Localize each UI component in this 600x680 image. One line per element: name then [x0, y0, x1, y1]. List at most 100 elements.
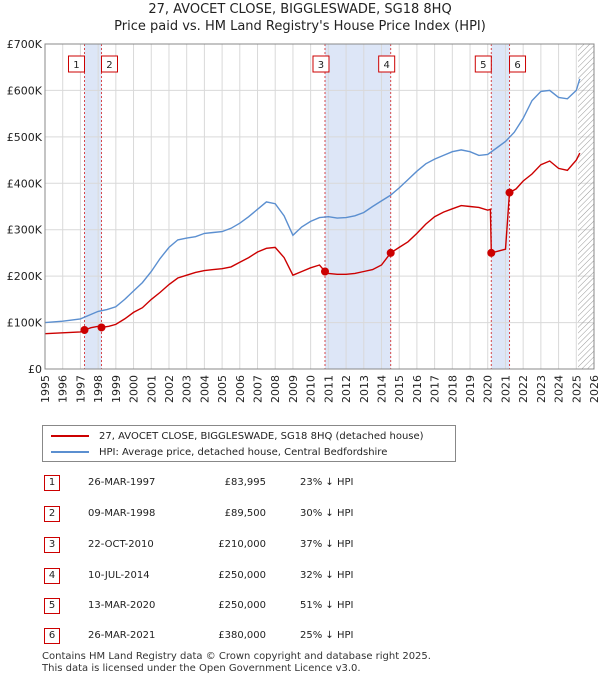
x-tick-label: 1998 — [92, 375, 105, 403]
x-tick-label: 2021 — [499, 375, 512, 403]
sale-band — [491, 44, 510, 369]
x-tick-label: 2006 — [234, 375, 247, 403]
x-tick-label: 2010 — [305, 375, 318, 403]
sale-label-box: 6 — [509, 55, 527, 73]
y-tick-label: £0 — [28, 363, 42, 376]
sale-price: £250,000 — [218, 570, 266, 581]
x-tick-label: 1997 — [74, 375, 87, 403]
x-tick-label: 1995 — [39, 375, 52, 403]
sale-price: £250,000 — [218, 600, 266, 611]
sale-row: 6 26-MAR-2021 £380,000 25% ↓ HPI — [0, 626, 600, 646]
x-tick-label: 2005 — [216, 375, 229, 403]
x-tick-label: 2012 — [340, 375, 353, 403]
x-tick-label: 1999 — [110, 375, 123, 403]
sale-date: 10-JUL-2014 — [88, 570, 150, 581]
x-tick-label: 2015 — [393, 375, 406, 403]
x-tick-label: 2013 — [358, 375, 371, 403]
sale-label-number: 2 — [106, 60, 112, 71]
sale-number-badge: 1 — [44, 475, 60, 491]
sale-label-box: 3 — [312, 55, 330, 73]
sale-row: 4 10-JUL-2014 £250,000 32% ↓ HPI — [0, 566, 600, 586]
plot-frame — [44, 43, 595, 370]
sale-point — [386, 248, 395, 257]
legend-swatch-hpi — [51, 451, 89, 453]
sale-date: 26-MAR-1997 — [88, 477, 156, 488]
x-tick-label: 2026 — [588, 375, 600, 403]
legend-label-property: 27, AVOCET CLOSE, BIGGLESWADE, SG18 8HQ … — [99, 430, 424, 442]
sale-date: 13-MAR-2020 — [88, 600, 156, 611]
x-tick-label: 2020 — [482, 375, 495, 403]
sale-label-number: 6 — [514, 60, 520, 71]
footer: Contains HM Land Registry data © Crown c… — [42, 651, 431, 675]
x-tick-label: 2002 — [163, 375, 176, 403]
sale-hpi-diff: 32% ↓ HPI — [300, 570, 354, 581]
sale-date: 22-OCT-2010 — [88, 539, 154, 550]
sale-band — [324, 44, 391, 369]
sale-point — [487, 248, 496, 257]
footer-copyright: Contains HM Land Registry data © Crown c… — [42, 651, 431, 662]
y-tick-label: £700K — [7, 38, 43, 51]
x-tick-label: 2004 — [198, 375, 211, 403]
x-tick-label: 2019 — [464, 375, 477, 403]
chart-subtitle: Price paid vs. HM Land Registry's House … — [114, 19, 486, 34]
sale-price: £210,000 — [218, 539, 266, 550]
x-tick-label: 2008 — [269, 375, 282, 403]
x-tick-label: 1996 — [57, 375, 70, 403]
y-tick-label: £300K — [7, 224, 43, 237]
sale-row: 1 26-MAR-1997 £83,995 23% ↓ HPI — [0, 473, 600, 493]
sale-label-number: 3 — [318, 60, 324, 71]
price-chart: 1 2 3 4 5 6 £0 £100K £200K £300K £400K £500K £600K £… — [7, 38, 600, 403]
legend: 27, AVOCET CLOSE, BIGGLESWADE, SG18 8HQ … — [42, 425, 456, 462]
sale-band — [84, 44, 102, 369]
sale-price: £380,000 — [218, 630, 266, 641]
sale-label-box: 1 — [67, 55, 85, 73]
sale-number-badge: 2 — [44, 506, 60, 522]
sale-label-frame — [312, 55, 330, 73]
x-tick-label: 2018 — [446, 375, 459, 403]
x-tick-label: 2024 — [553, 375, 566, 403]
y-tick-label: £400K — [7, 177, 43, 190]
sale-point — [505, 188, 514, 197]
sale-label-frame — [474, 55, 492, 73]
x-tick-label: 2011 — [322, 375, 335, 403]
footer-licence: This data is licensed under the Open Gov… — [42, 663, 361, 674]
y-tick-label: £500K — [7, 131, 43, 144]
y-tick-label: £600K — [7, 84, 43, 97]
x-tick-label: 2009 — [287, 375, 300, 403]
sale-point — [97, 323, 106, 332]
sale-label-box: 4 — [378, 55, 396, 73]
sale-hpi-diff: 23% ↓ HPI — [300, 477, 354, 488]
sale-price: £83,995 — [224, 477, 266, 488]
x-tick-label: 2023 — [535, 375, 548, 403]
x-tick-label: 2007 — [252, 375, 265, 403]
sale-label-number: 1 — [73, 60, 79, 71]
legend-item-hpi: HPI: Average price, detached house, Cent… — [51, 444, 387, 460]
sale-label-box: 2 — [100, 55, 118, 73]
legend-label-hpi: HPI: Average price, detached house, Cent… — [99, 446, 388, 458]
y-tick-label: £200K — [7, 270, 43, 283]
series-hpi-line — [44, 78, 581, 324]
sale-number-badge: 4 — [44, 568, 60, 584]
x-tick-label: 2001 — [145, 375, 158, 403]
x-tick-label: 2003 — [181, 375, 194, 403]
sale-label-frame — [67, 55, 85, 73]
sale-hpi-diff: 51% ↓ HPI — [300, 600, 354, 611]
forecast-hatch — [578, 44, 594, 369]
sale-hpi-diff: 30% ↓ HPI — [300, 508, 354, 519]
sale-number-badge: 6 — [44, 628, 60, 644]
x-tick-label: 2022 — [517, 375, 530, 403]
x-tick-label: 2016 — [411, 375, 424, 403]
sale-label-frame — [509, 55, 527, 73]
x-tick-label: 2017 — [429, 375, 442, 403]
sale-label-box: 5 — [474, 55, 492, 73]
sale-price: £89,500 — [224, 508, 266, 519]
sale-hpi-diff: 25% ↓ HPI — [300, 630, 354, 641]
sale-label-number: 4 — [384, 60, 390, 71]
sale-row: 2 09-MAR-1998 £89,500 30% ↓ HPI — [0, 504, 600, 524]
sale-date: 26-MAR-2021 — [88, 630, 156, 641]
sale-number-badge: 3 — [44, 537, 60, 553]
sale-point — [320, 267, 329, 276]
sale-row: 5 13-MAR-2020 £250,000 51% ↓ HPI — [0, 596, 600, 616]
sale-label-frame — [378, 55, 396, 73]
chart-title: 27, AVOCET CLOSE, BIGGLESWADE, SG18 8HQ — [148, 2, 452, 17]
